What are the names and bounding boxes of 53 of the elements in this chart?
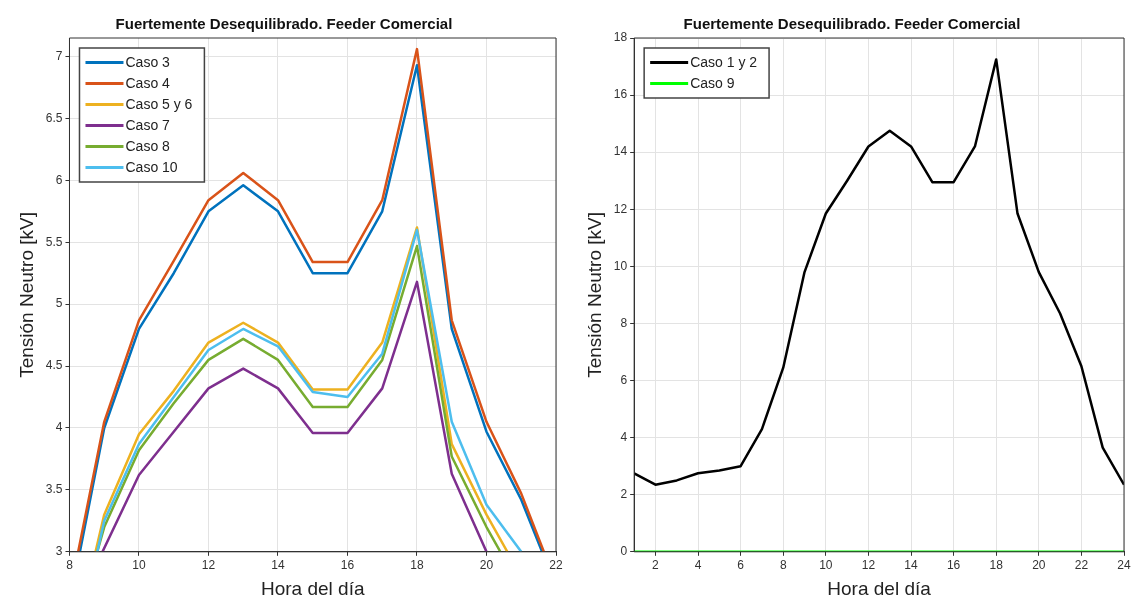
- legend-label: Caso 8: [125, 138, 171, 155]
- x-tick-label: 20: [1032, 558, 1046, 573]
- x-tick-label: 12: [201, 558, 216, 573]
- x-tick-label: 18: [989, 558, 1004, 573]
- y-tick-label: 6: [55, 172, 63, 187]
- x-axis-title: Hora del día: [260, 577, 365, 599]
- y-tick-label: 6.5: [45, 110, 63, 125]
- y-tick-label: 8: [620, 315, 628, 330]
- x-tick-label: 10: [819, 558, 833, 573]
- x-axis-title: Hora del día: [827, 577, 932, 599]
- x-tick-label: 24: [1117, 558, 1131, 573]
- legend-label: Caso 4: [125, 75, 171, 92]
- y-tick-label: 3: [55, 544, 63, 559]
- y-tick-label: 4: [55, 420, 63, 435]
- y-tick-label: 2: [620, 487, 628, 502]
- y-axis-title: Tensión Neutro [kV]: [583, 211, 605, 378]
- y-tick-label: 14: [613, 144, 628, 159]
- x-tick-label: 22: [549, 558, 563, 573]
- y-tick-label: 3.5: [45, 482, 63, 497]
- y-tick-label: 12: [613, 201, 628, 216]
- chart-title: Fuertemente Desequilibrado. Feeder Comercial: [115, 15, 453, 33]
- legend-label: Caso 1 y 2: [690, 54, 758, 71]
- legend-label: Caso 9: [690, 75, 735, 92]
- y-axis-title: Tensión Neutro [kV]: [15, 211, 37, 378]
- y-tick-label: 10: [613, 258, 628, 273]
- y-tick-label: 5.5: [45, 234, 63, 249]
- y-tick-label: 18: [613, 30, 628, 45]
- y-tick-label: 5: [55, 296, 63, 311]
- chart-title: Fuertemente Desequilibrado. Feeder Comercial: [683, 15, 1021, 33]
- y-tick-label: 4.5: [45, 358, 63, 373]
- x-tick-label: 10: [132, 558, 146, 573]
- x-tick-label: 22: [1074, 558, 1089, 573]
- y-tick-label: 6: [620, 372, 628, 387]
- legend-label: Caso 7: [125, 117, 171, 134]
- legend-label: Caso 5 y 6: [125, 96, 193, 113]
- x-tick-label: 8: [779, 558, 787, 573]
- x-tick-label: 16: [946, 558, 961, 573]
- x-tick-label: 8: [66, 558, 74, 573]
- x-tick-label: 16: [340, 558, 355, 573]
- legend-label: Caso 3: [125, 54, 171, 71]
- x-tick-label: 14: [904, 558, 919, 573]
- x-tick-label: 20: [479, 558, 494, 573]
- x-tick-label: 6: [737, 558, 745, 573]
- y-tick-label: 7: [55, 48, 63, 63]
- y-tick-label: 16: [613, 87, 628, 102]
- x-tick-label: 18: [410, 558, 424, 573]
- x-tick-label: 12: [861, 558, 876, 573]
- legend-label: Caso 10: [125, 159, 178, 176]
- y-tick-label: 0: [620, 544, 628, 559]
- x-tick-label: 4: [694, 558, 702, 573]
- x-tick-label: 2: [652, 558, 660, 573]
- y-tick-label: 4: [620, 429, 628, 444]
- x-tick-label: 14: [271, 558, 285, 573]
